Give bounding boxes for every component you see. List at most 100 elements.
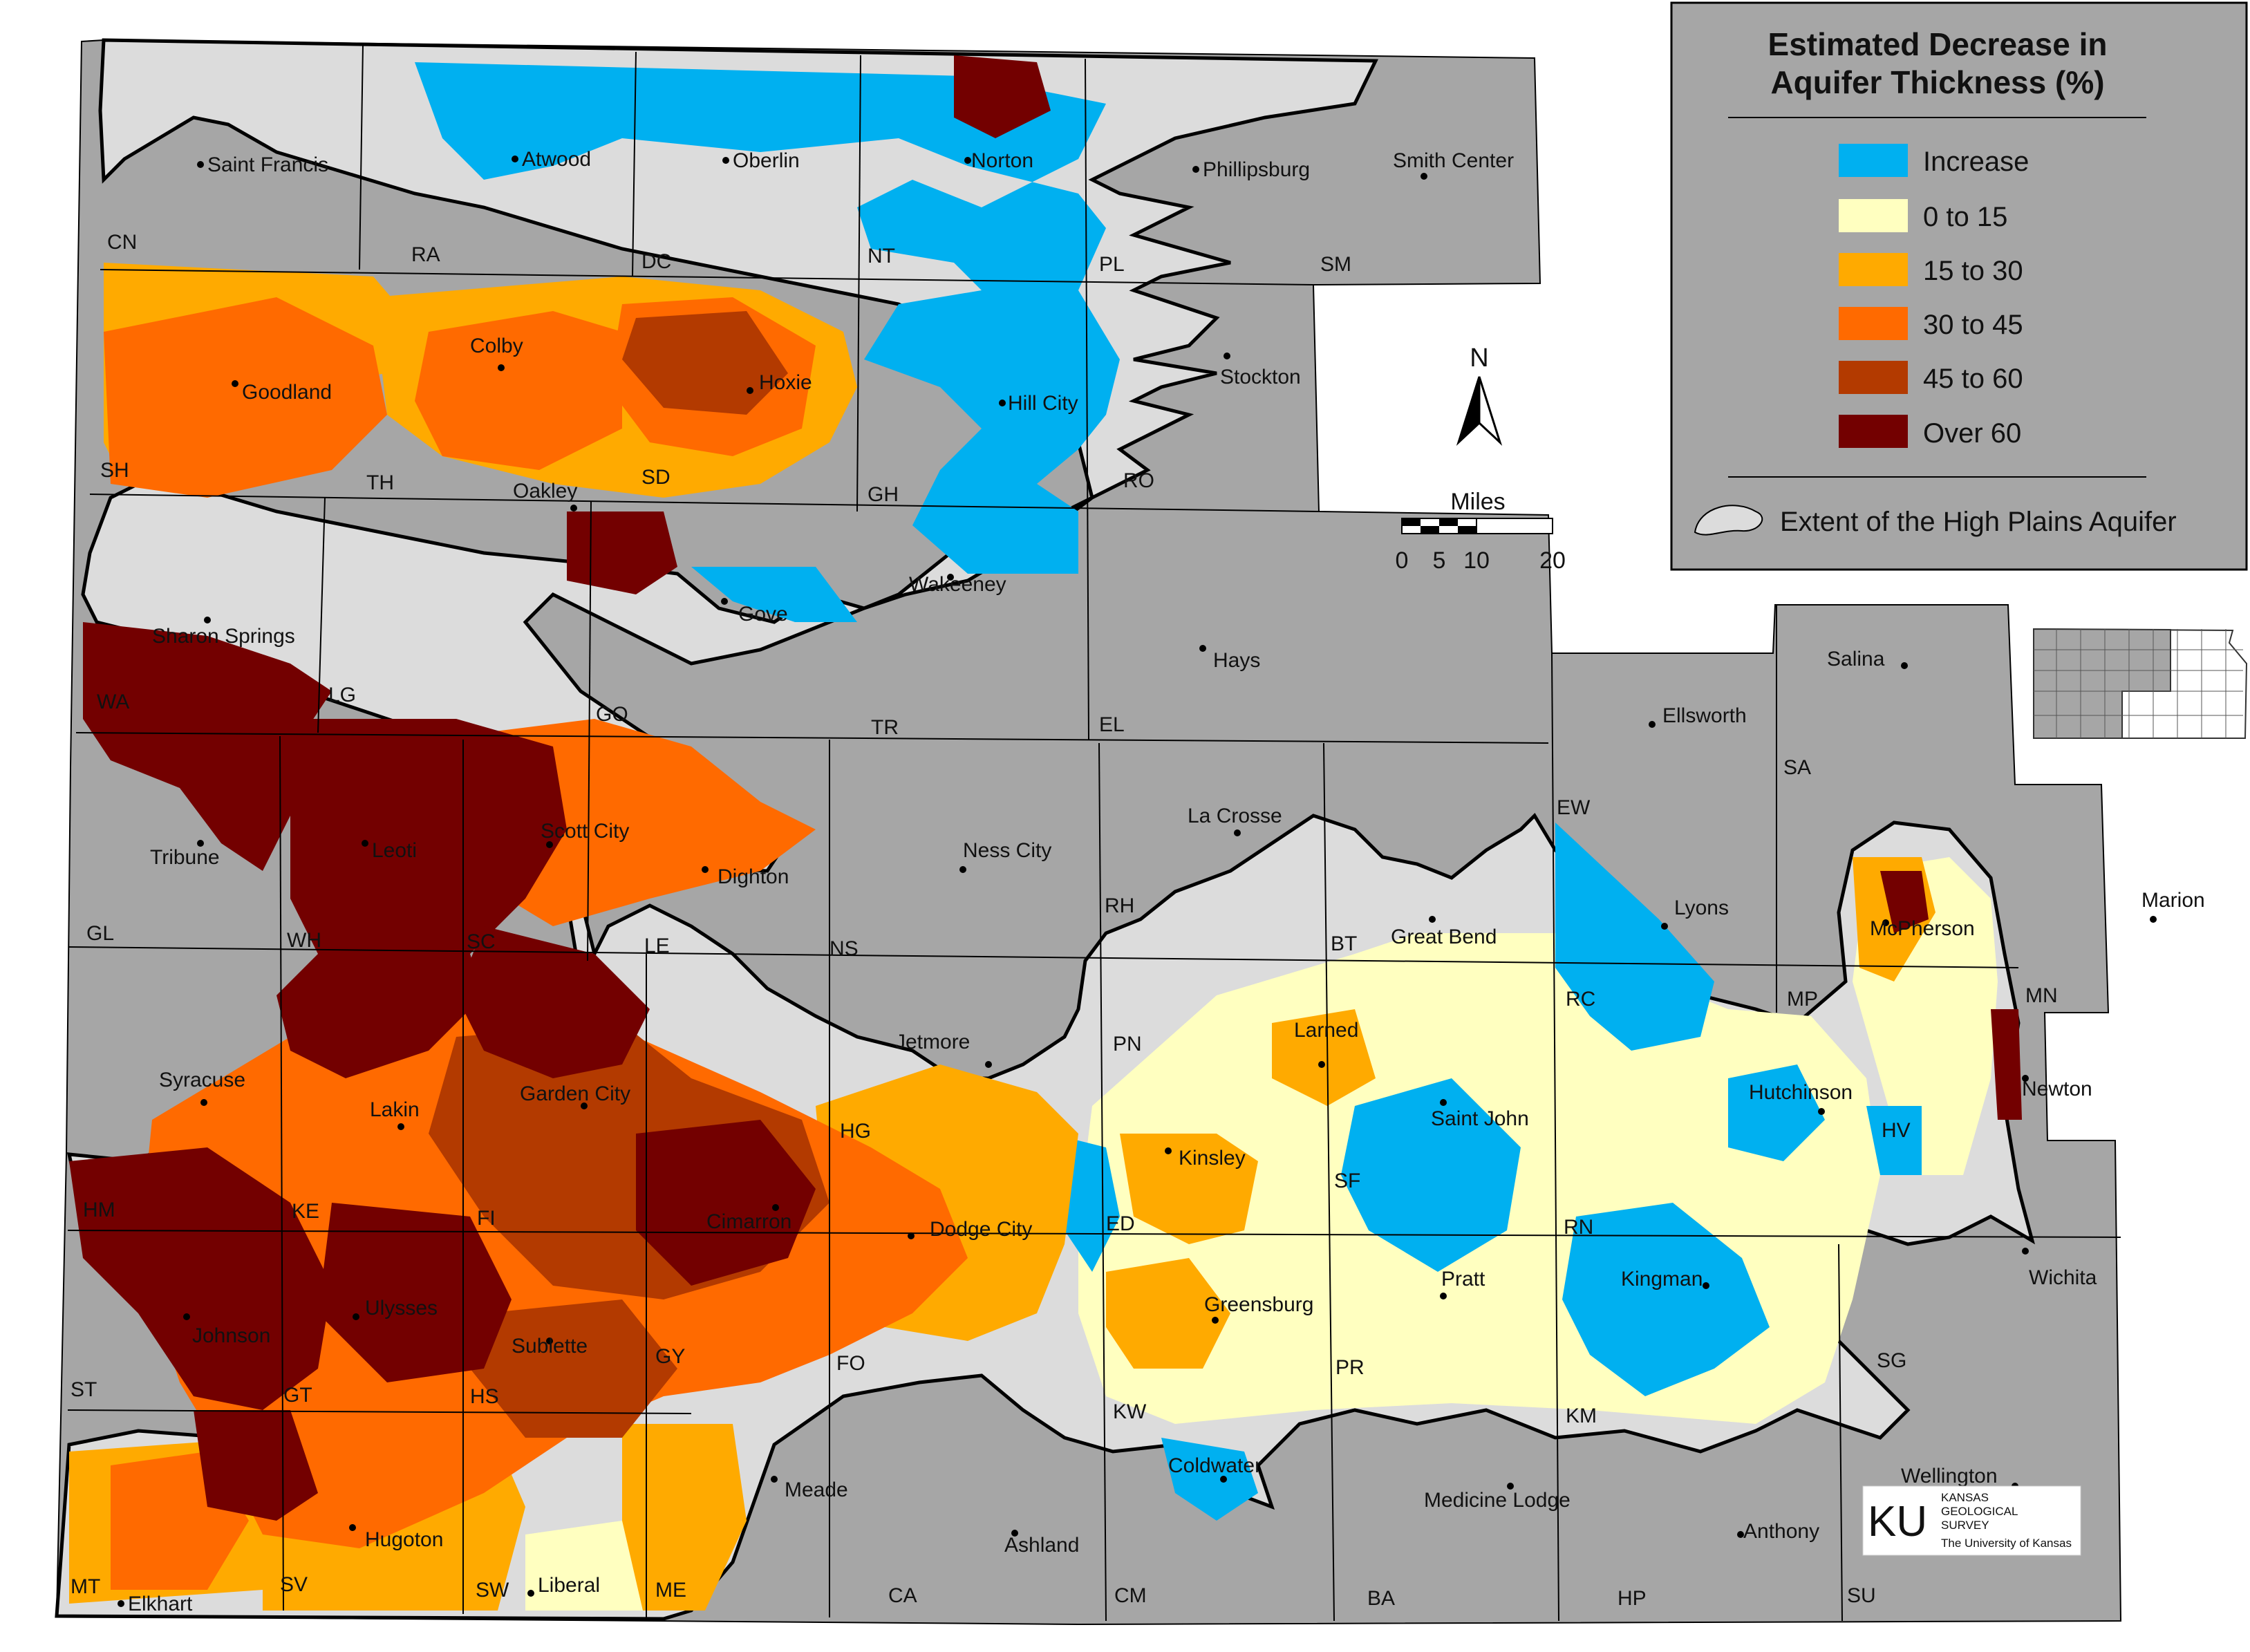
svg-text:Elkhart: Elkhart	[128, 1593, 193, 1615]
county-label: NS	[829, 937, 859, 960]
town-ulysses: Ulysses	[353, 1297, 438, 1320]
county-label: RA	[411, 243, 440, 266]
county-label: EL	[1099, 713, 1125, 736]
town-dodge-city: Dodge City	[908, 1218, 1032, 1241]
svg-text:Dodge City: Dodge City	[930, 1218, 1032, 1241]
svg-text:Saint John: Saint John	[1431, 1107, 1529, 1130]
zone-increase	[1562, 1203, 1770, 1396]
county-label: SD	[641, 466, 671, 489]
town-greensburg: Greensburg	[1204, 1293, 1313, 1324]
zone-increase	[415, 62, 1120, 574]
town-hays: Hays	[1199, 645, 1260, 672]
town-liberal: Liberal	[527, 1574, 600, 1597]
svg-text:Wichita: Wichita	[2029, 1266, 2097, 1289]
svg-text:Hays: Hays	[1213, 649, 1260, 672]
county-label: SC	[467, 930, 496, 953]
zone-30-45	[104, 297, 387, 498]
county-label: ST	[71, 1378, 97, 1401]
county-label: HM	[83, 1199, 115, 1221]
zone-over-60	[567, 511, 677, 594]
svg-text:Ulysses: Ulysses	[365, 1297, 438, 1320]
town-stockton: Stockton	[1220, 353, 1301, 388]
svg-text:Cimarron: Cimarron	[706, 1210, 791, 1233]
county-label: KW	[1113, 1400, 1147, 1423]
county-label: CN	[107, 231, 137, 254]
town-johnson: Johnson	[183, 1313, 270, 1347]
svg-text:Jetmore: Jetmore	[895, 1031, 970, 1053]
county-label: MP	[1787, 988, 1818, 1011]
county-lines	[67, 44, 2121, 1622]
zone-15-30	[1272, 1009, 1376, 1106]
town-ness-city: Ness City	[959, 839, 1051, 873]
zone-15-30	[1106, 1258, 1230, 1369]
county-label: ED	[1106, 1212, 1135, 1235]
legend: Estimated Decrease in Aquifer Thickness …	[1670, 1, 2248, 571]
town-meade: Meade	[771, 1476, 848, 1501]
svg-text:GEOLOGICAL: GEOLOGICAL	[1941, 1505, 2018, 1518]
county-label: LG	[328, 684, 356, 706]
svg-text:Tribune: Tribune	[150, 846, 220, 869]
town-ashland: Ashland	[1004, 1530, 1079, 1557]
town-newton: Newton	[2022, 1075, 2092, 1100]
zone-increase	[1161, 1438, 1258, 1521]
svg-text:Syracuse: Syracuse	[159, 1069, 245, 1091]
zone-over-60	[194, 1410, 318, 1521]
legend-item-increase: Increase	[1839, 144, 2029, 177]
town-colby: Colby	[470, 335, 523, 371]
svg-text:Lakin: Lakin	[370, 1098, 420, 1121]
svg-text:Meade: Meade	[785, 1479, 848, 1501]
town-mcpherson: McPherson	[1870, 917, 1975, 940]
svg-text:Hutchinson: Hutchinson	[1749, 1081, 1853, 1104]
svg-text:Smith Center: Smith Center	[1393, 149, 1514, 172]
svg-text:Goodland: Goodland	[242, 381, 332, 404]
legend-item-15-30: 15 to 30	[1839, 253, 2023, 286]
svg-text:15 to 30: 15 to 30	[1923, 256, 2023, 286]
svg-text:Larned: Larned	[1294, 1019, 1358, 1042]
zone-increase	[691, 567, 857, 622]
svg-text:Lyons: Lyons	[1674, 897, 1729, 919]
town-tribune: Tribune	[150, 840, 220, 869]
town-hill-city: Hill City	[999, 392, 1078, 415]
zone-over-60	[636, 1120, 816, 1286]
town-kingman: Kingman	[1621, 1268, 1709, 1290]
county-label: KE	[292, 1200, 319, 1223]
legend-item-45-60: 45 to 60	[1839, 361, 2023, 394]
legend-title: Aquifer Thickness (%)	[1770, 64, 2104, 100]
svg-text:Dighton: Dighton	[718, 865, 789, 888]
svg-text:Kingman: Kingman	[1621, 1268, 1703, 1290]
county-label: ME	[655, 1579, 686, 1602]
svg-text:Medicine Lodge: Medicine Lodge	[1424, 1489, 1571, 1512]
svg-text:Saint Francis: Saint Francis	[207, 153, 328, 176]
town-syracuse: Syracuse	[159, 1069, 245, 1106]
town-wakeeney: Wakeeney	[909, 573, 1006, 596]
county-label: PN	[1113, 1033, 1142, 1055]
svg-text:45 to 60: 45 to 60	[1923, 364, 2023, 394]
county-label: HG	[840, 1120, 871, 1143]
county-label: PR	[1335, 1356, 1365, 1379]
zone-45-60	[470, 1299, 677, 1438]
county-label: SW	[476, 1579, 509, 1602]
town-kinsley: Kinsley	[1165, 1147, 1246, 1170]
town-jetmore: Jetmore	[895, 1031, 992, 1068]
zone-15-30	[1120, 1134, 1258, 1244]
svg-text:Sharon Springs: Sharon Springs	[152, 625, 295, 648]
svg-text:Atwood: Atwood	[522, 148, 591, 171]
county-label: PL	[1099, 253, 1125, 276]
county-label: MN	[2025, 984, 2058, 1007]
town-marion: Marion	[2141, 889, 2205, 923]
svg-text:30 to 45: 30 to 45	[1923, 310, 2023, 340]
zone-over-60	[83, 622, 332, 871]
town-wellington: Wellington	[1901, 1465, 2018, 1490]
svg-text:Anthony: Anthony	[1743, 1520, 1819, 1543]
town-dighton: Dighton	[702, 865, 789, 888]
svg-text:Marion: Marion	[2141, 889, 2205, 912]
svg-text:Hill City: Hill City	[1008, 392, 1078, 415]
county-label: SF	[1334, 1170, 1360, 1192]
county-label: RC	[1566, 988, 1595, 1011]
county-label: SH	[100, 459, 129, 482]
svg-text:Oakley: Oakley	[513, 480, 577, 503]
zone-over-60	[276, 719, 567, 1078]
svg-text:Salina: Salina	[1827, 648, 1885, 670]
town-la-crosse: La Crosse	[1188, 805, 1282, 836]
